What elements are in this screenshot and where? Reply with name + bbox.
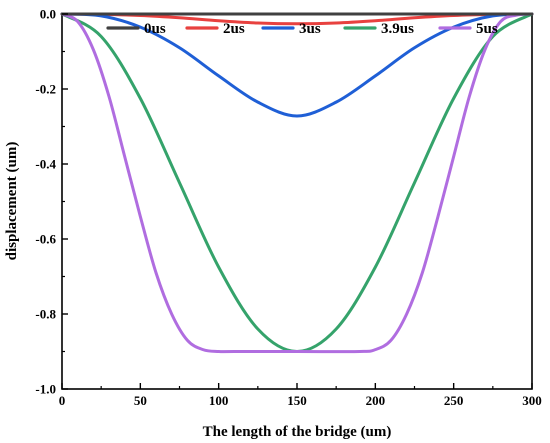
y-tick-label: -0.2 bbox=[35, 82, 56, 97]
legend-item-5us: 5us bbox=[438, 21, 498, 37]
y-axis-title: displacement (um) bbox=[4, 142, 20, 261]
legend-label: 2us bbox=[223, 21, 245, 37]
legend: 0us 2us 3us 3.9us 5us bbox=[106, 21, 498, 37]
series-line-5us bbox=[60, 12, 534, 354]
y-tick-label: 0.0 bbox=[40, 7, 56, 22]
y-tick-label: -0.4 bbox=[35, 157, 56, 172]
series-layer bbox=[60, 12, 534, 354]
legend-label: 0us bbox=[144, 21, 166, 37]
x-tick-label: 250 bbox=[444, 393, 464, 408]
legend-item-0us: 0us bbox=[106, 21, 166, 37]
ticks-layer: 0 50 100 150 200 250 300 0.0 -0.2 -0.4 -0.6 -0.8 -1.… bbox=[35, 7, 541, 409]
y-tick-label: -0.6 bbox=[35, 232, 56, 247]
legend-label: 3.9us bbox=[381, 21, 414, 37]
x-tick-label: 300 bbox=[522, 393, 542, 408]
legend-item-3us: 3us bbox=[261, 21, 321, 37]
legend-label: 5us bbox=[476, 21, 498, 37]
legend-item-3-9us: 3.9us bbox=[343, 21, 414, 37]
x-tick-label: 100 bbox=[209, 393, 229, 408]
x-axis-title: The length of the bridge (um) bbox=[203, 424, 392, 440]
x-tick-label: 0 bbox=[59, 393, 66, 408]
y-tick-label: -1.0 bbox=[35, 382, 56, 397]
x-tick-label: 200 bbox=[366, 393, 386, 408]
y-tick-label: -0.8 bbox=[35, 307, 56, 322]
x-tick-label: 50 bbox=[134, 393, 147, 408]
x-tick-label: 150 bbox=[287, 393, 307, 408]
legend-label: 3us bbox=[299, 21, 321, 37]
legend-item-2us: 2us bbox=[185, 21, 245, 37]
plot-frame bbox=[61, 13, 533, 390]
